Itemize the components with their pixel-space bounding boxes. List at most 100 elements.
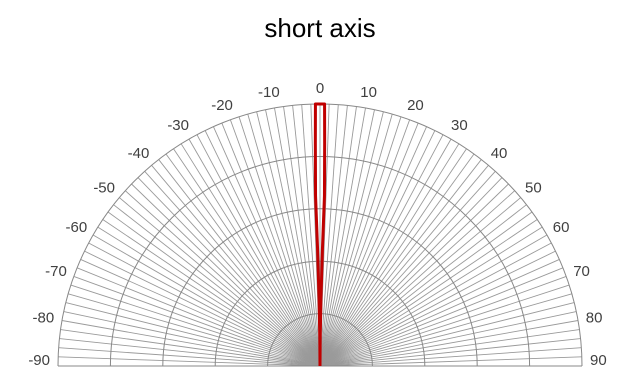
spoke-gridline: [102, 219, 321, 367]
spoke-gridline: [59, 338, 321, 367]
spoke-gridline: [188, 138, 321, 367]
spoke-gridline: [319, 126, 427, 367]
spoke-gridline: [137, 177, 321, 367]
spoke-gridline: [319, 111, 384, 367]
tick-label: 40: [491, 145, 508, 162]
spoke-gridline: [319, 259, 560, 367]
spoke-gridline: [70, 284, 321, 367]
spoke-gridline: [319, 153, 475, 367]
angular-gridlines: [58, 104, 582, 367]
tick-label: -10: [258, 84, 280, 101]
chart-title: short axis: [264, 13, 375, 43]
spoke-gridline: [213, 126, 321, 367]
spoke-gridline: [113, 204, 321, 367]
spoke-gridline: [319, 107, 366, 367]
tick-label: 90: [590, 352, 607, 369]
spoke-gridline: [319, 104, 339, 367]
spoke-gridline: [319, 122, 419, 367]
spoke-gridline: [58, 356, 321, 367]
tick-label: -50: [93, 179, 115, 196]
tick-label: 70: [573, 263, 590, 280]
spoke-gridline: [319, 143, 460, 367]
spoke-gridline: [63, 311, 321, 367]
spoke-gridline: [319, 338, 581, 367]
spoke-gridline: [283, 106, 321, 367]
spoke-gridline: [238, 116, 321, 367]
tick-label: -30: [167, 117, 189, 134]
spoke-gridline: [58, 347, 321, 367]
spoke-gridline: [204, 130, 321, 367]
spoke-gridline: [319, 119, 411, 367]
spoke-gridline: [319, 302, 575, 367]
spoke-gridline: [84, 250, 321, 367]
tick-label: -80: [33, 310, 55, 327]
spoke-gridline: [319, 159, 482, 367]
spoke-gridline: [292, 105, 321, 367]
spoke-gridline: [256, 111, 321, 367]
tick-label: 10: [360, 84, 377, 101]
spoke-gridline: [319, 105, 348, 367]
tick-label: -90: [28, 352, 50, 369]
tick-labels: -90 -80 -70 -60 -50 -40 -30 -20 -10 0 10 20 30 40 50 60…: [28, 80, 606, 369]
spoke-gridline: [180, 143, 321, 367]
ring-gridline: [109, 155, 531, 367]
tick-label: -20: [211, 97, 233, 114]
spoke-gridline: [319, 130, 436, 367]
spoke-gridline: [319, 356, 582, 367]
tick-label: -60: [66, 219, 88, 236]
spoke-gridline: [319, 219, 538, 367]
spoke-gridline: [319, 347, 582, 367]
spoke-gridline: [319, 138, 452, 367]
spoke-gridline: [319, 320, 579, 367]
ring-gridline: [162, 208, 478, 367]
spoke-gridline: [319, 311, 577, 367]
spoke-gridline: [319, 329, 580, 367]
spoke-gridline: [97, 226, 321, 367]
spoke-gridline: [301, 104, 321, 367]
spoke-gridline: [131, 183, 321, 367]
spoke-gridline: [319, 204, 527, 367]
spoke-gridline: [158, 159, 321, 367]
spoke-gridline: [151, 165, 321, 367]
series-layer: [313, 102, 327, 367]
tick-label: 30: [451, 117, 468, 134]
spoke-gridline: [80, 259, 321, 367]
spoke-gridline: [274, 107, 321, 367]
spoke-gridline: [124, 190, 321, 367]
spoke-gridline: [319, 293, 572, 367]
spoke-gridline: [60, 329, 321, 367]
spoke-gridline: [319, 267, 564, 367]
spoke-gridline: [319, 109, 375, 367]
spoke-gridline: [319, 148, 467, 367]
spoke-gridline: [92, 234, 321, 367]
spoke-gridline: [319, 226, 543, 367]
spoke-gridline: [265, 109, 321, 367]
spoke-gridline: [319, 250, 556, 367]
spoke-gridline: [319, 177, 503, 367]
tick-label: 80: [586, 310, 603, 327]
spoke-gridline: [196, 134, 321, 367]
tick-label: 50: [525, 179, 542, 196]
spoke-gridline: [319, 275, 567, 367]
spoke-gridline: [319, 165, 489, 367]
series-line: [313, 102, 327, 367]
tick-label: -40: [128, 145, 150, 162]
ring-gridline: [214, 260, 426, 367]
spoke-gridline: [107, 211, 321, 367]
spoke-gridline: [88, 242, 321, 367]
spoke-gridline: [319, 190, 516, 367]
spoke-gridline: [229, 119, 321, 367]
spoke-gridline: [221, 122, 321, 367]
spoke-gridline: [319, 114, 393, 367]
spoke-gridline: [319, 170, 496, 367]
spoke-gridline: [165, 153, 321, 367]
spoke-gridline: [319, 134, 444, 367]
spoke-gridline: [76, 267, 321, 367]
spoke-gridline: [65, 302, 321, 367]
tick-label: 20: [407, 97, 424, 114]
spoke-gridline: [319, 284, 570, 367]
spoke-gridline: [319, 116, 402, 367]
spoke-gridline: [319, 234, 548, 367]
spoke-gridline: [247, 114, 321, 367]
